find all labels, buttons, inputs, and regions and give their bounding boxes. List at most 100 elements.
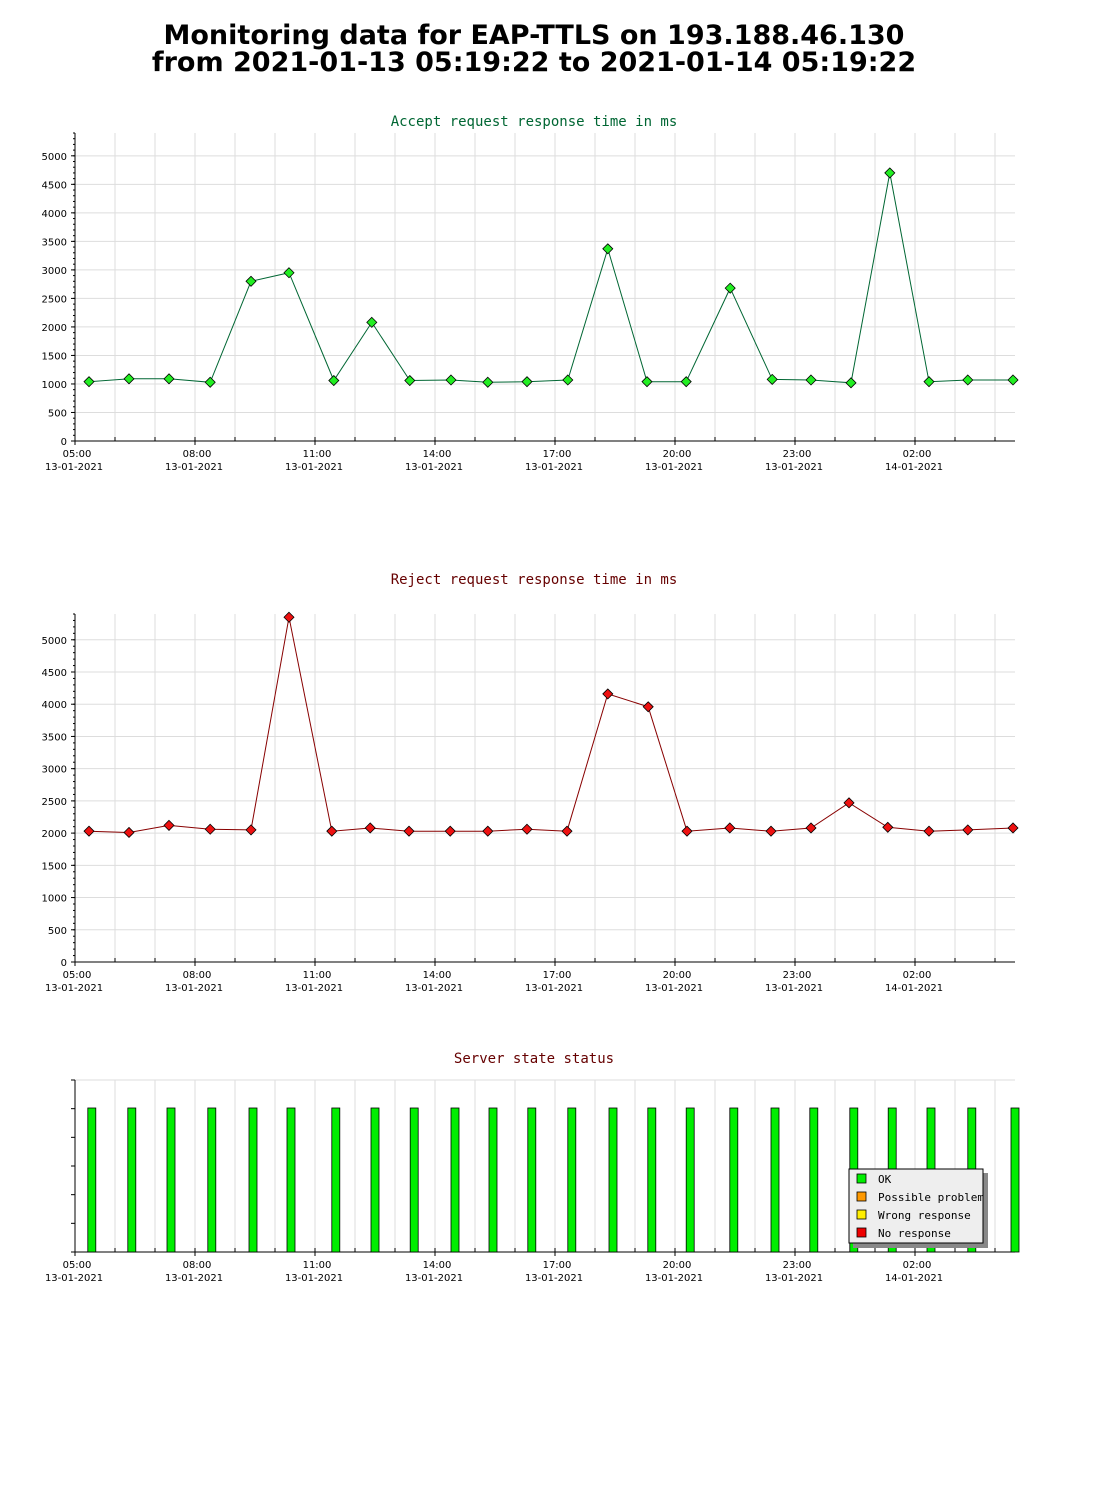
reject-chart-point bbox=[923, 825, 935, 837]
accept-chart-point bbox=[602, 243, 614, 255]
accept-chart-x-tick-time: 08:00 bbox=[183, 449, 212, 460]
status-chart-status-bar bbox=[567, 1107, 577, 1253]
accept-chart-x-tick-date: 13-01-2021 bbox=[165, 462, 223, 473]
legend-box bbox=[848, 1168, 984, 1244]
reject-chart-point bbox=[681, 825, 693, 837]
accept-chart-point bbox=[884, 167, 896, 179]
accept-chart-point bbox=[805, 374, 817, 386]
reject-chart-y-tick-label: 1000 bbox=[42, 894, 67, 905]
accept-chart-x-tick-date: 13-01-2021 bbox=[285, 462, 343, 473]
reject-chart-point bbox=[364, 822, 376, 834]
accept-chart-x-tick-date: 13-01-2021 bbox=[765, 462, 823, 473]
accept-chart-point bbox=[1007, 374, 1019, 386]
status-chart-x-tick-time: 14:00 bbox=[423, 1260, 452, 1271]
reject-chart-point bbox=[724, 822, 736, 834]
status-chart-status-bar bbox=[685, 1107, 695, 1253]
status-chart-x-tick-date: 13-01-2021 bbox=[45, 1273, 103, 1284]
accept-chart-y-tick-label: 1000 bbox=[42, 380, 67, 391]
accept-chart-x-tick-time: 05:00 bbox=[63, 449, 92, 460]
legend-label-possible_problem: Possible problem bbox=[878, 1191, 984, 1204]
accept-chart-point bbox=[845, 377, 857, 389]
reject-chart-y-tick-label: 2500 bbox=[42, 797, 67, 808]
reject-chart-y-tick-label: 5000 bbox=[42, 636, 67, 647]
page-title: Monitoring data for EAP-TTLS on 193.188.… bbox=[0, 22, 1068, 76]
accept-chart-point bbox=[923, 376, 935, 388]
status-chart-status-bar bbox=[809, 1107, 819, 1253]
accept-chart-y-tick-label: 4500 bbox=[42, 180, 67, 191]
accept-chart-x-tick-date: 14-01-2021 bbox=[885, 462, 943, 473]
reject-chart-x-tick-date: 13-01-2021 bbox=[765, 983, 823, 994]
reject-chart-point bbox=[326, 825, 338, 837]
accept-chart-point bbox=[562, 374, 574, 386]
status-chart-status-bar bbox=[647, 1107, 657, 1253]
status-chart-status-bar bbox=[370, 1107, 380, 1253]
reject-chart-point bbox=[403, 825, 415, 837]
accept-chart-point bbox=[724, 282, 736, 294]
accept-chart-point bbox=[641, 376, 653, 388]
reject-chart-y-tick-label: 4500 bbox=[42, 668, 67, 679]
accept-chart-y-tick-label: 0 bbox=[61, 437, 67, 448]
status-chart-x-tick-time: 08:00 bbox=[183, 1260, 212, 1271]
page-title-line-2: from 2021-01-13 05:19:22 to 2021-01-14 0… bbox=[151, 47, 917, 78]
reject-chart-x-tick-date: 13-01-2021 bbox=[45, 983, 103, 994]
reject-chart-point bbox=[561, 825, 573, 837]
accept-chart-point bbox=[328, 374, 340, 387]
accept-chart-x-tick-date: 13-01-2021 bbox=[405, 462, 463, 473]
reject-chart-x-tick-date: 13-01-2021 bbox=[525, 983, 583, 994]
reject-chart-x-tick-date: 13-01-2021 bbox=[285, 983, 343, 994]
status-chart-status-bar bbox=[127, 1107, 137, 1253]
reject-chart-y-tick-label: 0 bbox=[61, 958, 67, 969]
status-chart-x-tick-time: 17:00 bbox=[543, 1260, 572, 1271]
status-chart-x-tick-date: 13-01-2021 bbox=[165, 1273, 223, 1284]
legend-swatch-ok bbox=[856, 1173, 867, 1184]
reject-chart-y-tick-label: 3000 bbox=[42, 765, 67, 776]
reject-chart-x-tick-time: 05:00 bbox=[63, 970, 92, 981]
accept-chart-point bbox=[521, 376, 533, 388]
status-chart-x-tick-date: 13-01-2021 bbox=[405, 1273, 463, 1284]
status-chart-x-tick-time: 11:00 bbox=[303, 1260, 332, 1271]
reject-chart-point bbox=[482, 825, 494, 837]
reject-chart-point bbox=[765, 825, 777, 837]
reject-chart-point bbox=[962, 824, 974, 836]
accept-chart-y-tick-label: 3500 bbox=[42, 237, 67, 248]
accept-chart-x-tick-time: 11:00 bbox=[303, 449, 332, 460]
status-chart-status-bar bbox=[286, 1107, 296, 1253]
status-chart-status-bar bbox=[527, 1107, 537, 1253]
status-chart-status-bar bbox=[729, 1107, 739, 1253]
reject-chart-point bbox=[444, 825, 456, 837]
page-title-line-1: Monitoring data for EAP-TTLS on 193.188.… bbox=[163, 20, 905, 51]
reject-chart-x-tick-date: 13-01-2021 bbox=[645, 983, 703, 994]
status-chart-x-tick-date: 14-01-2021 bbox=[885, 1273, 943, 1284]
reject-chart-x-tick-time: 17:00 bbox=[543, 970, 572, 981]
legend-swatch-possible_problem bbox=[856, 1191, 867, 1202]
reject-chart-point bbox=[283, 611, 295, 623]
reject-chart-y-tick-label: 500 bbox=[48, 926, 67, 937]
accept-chart-y-tick-label: 2500 bbox=[42, 294, 67, 305]
reject-chart-point bbox=[204, 823, 216, 835]
accept-chart-point bbox=[283, 267, 295, 279]
accept-chart-point bbox=[204, 376, 216, 388]
accept-chart-point bbox=[163, 373, 175, 385]
reject-chart-point bbox=[83, 825, 95, 837]
status-chart-status-bar bbox=[331, 1107, 341, 1253]
reject-chart-point bbox=[123, 826, 135, 839]
reject-chart-y-tick-label: 3500 bbox=[42, 732, 67, 743]
legend-swatch-no_response bbox=[856, 1227, 867, 1238]
reject-chart-y-tick-label: 1500 bbox=[42, 861, 67, 872]
reject-chart-point bbox=[1007, 822, 1019, 834]
reject-chart-point bbox=[163, 819, 175, 831]
status-chart-status-bar bbox=[166, 1107, 176, 1253]
status-chart-status-bar bbox=[1010, 1107, 1020, 1253]
status-chart-x-tick-time: 23:00 bbox=[783, 1260, 812, 1271]
legend-label-wrong_response: Wrong response bbox=[878, 1209, 971, 1222]
status-chart-status-bar bbox=[488, 1107, 498, 1253]
accept-chart-title: Accept request response time in ms bbox=[391, 114, 678, 130]
accept-chart-y-tick-label: 500 bbox=[48, 408, 67, 419]
reject-response-chart: 0 500 1000 1500 2000 2500 3000 3500 4000 4500 5000… bbox=[42, 572, 1019, 994]
accept-chart-x-tick-date: 13-01-2021 bbox=[45, 462, 103, 473]
status-legend: OK Possible problem Wrong response No respo… bbox=[848, 1168, 988, 1248]
accept-response-chart: 0 500 1000 1500 2000 2500 3000 3500 4000 4500 5000… bbox=[42, 114, 1019, 473]
accept-chart-point bbox=[766, 373, 778, 385]
reject-chart-x-tick-time: 08:00 bbox=[183, 970, 212, 981]
accept-chart-y-tick-label: 5000 bbox=[42, 152, 67, 163]
